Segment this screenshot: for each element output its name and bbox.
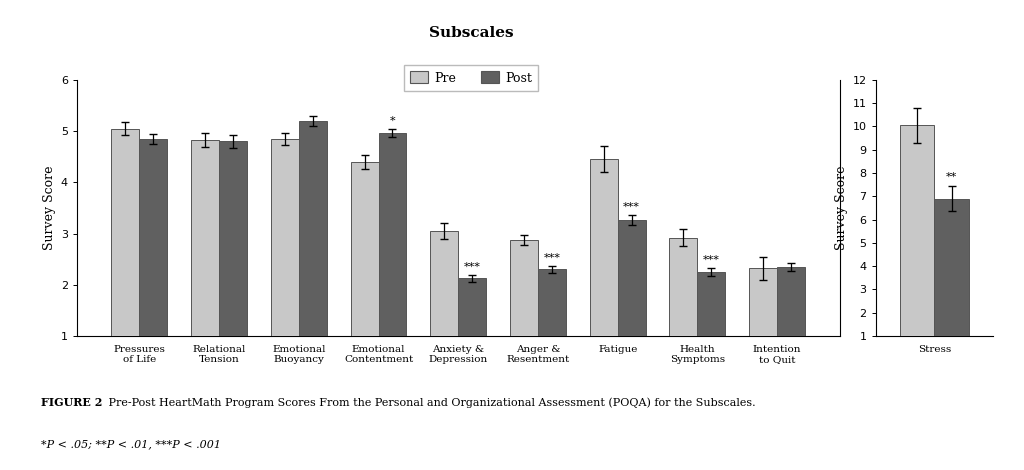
Bar: [617, 220, 645, 387]
Text: ***: ***: [544, 253, 560, 263]
Y-axis label: Survey Score: Survey Score: [43, 166, 56, 250]
Bar: [350, 162, 379, 387]
Bar: [538, 269, 566, 387]
Bar: [590, 159, 617, 387]
Y-axis label: Survey Score: Survey Score: [836, 166, 848, 250]
Text: *P < .05; **P < .01, ***P < .001: *P < .05; **P < .01, ***P < .001: [41, 439, 221, 449]
Bar: [299, 121, 327, 387]
Bar: [458, 278, 486, 387]
Bar: [934, 199, 969, 360]
Bar: [777, 267, 805, 387]
Bar: [670, 238, 697, 387]
Bar: [900, 125, 934, 360]
Bar: [219, 141, 247, 387]
Text: *: *: [390, 116, 395, 125]
Bar: [112, 129, 139, 387]
Text: **: **: [946, 172, 957, 182]
Legend: Pre, Post: Pre, Post: [404, 65, 538, 91]
Text: Pre-Post HeartMath Program Scores From the Personal and Organizational Assessmen: Pre-Post HeartMath Program Scores From t…: [105, 397, 756, 407]
Bar: [271, 139, 299, 387]
Text: ***: ***: [624, 202, 640, 212]
Text: ***: ***: [702, 255, 720, 266]
Bar: [379, 133, 407, 387]
Bar: [191, 140, 219, 387]
Text: Subscales: Subscales: [429, 26, 513, 40]
Bar: [510, 240, 538, 387]
Text: ***: ***: [464, 261, 480, 272]
Bar: [430, 231, 458, 387]
Bar: [697, 272, 725, 387]
Bar: [139, 139, 167, 387]
Text: FIGURE 2: FIGURE 2: [41, 397, 102, 408]
Bar: [750, 268, 777, 387]
